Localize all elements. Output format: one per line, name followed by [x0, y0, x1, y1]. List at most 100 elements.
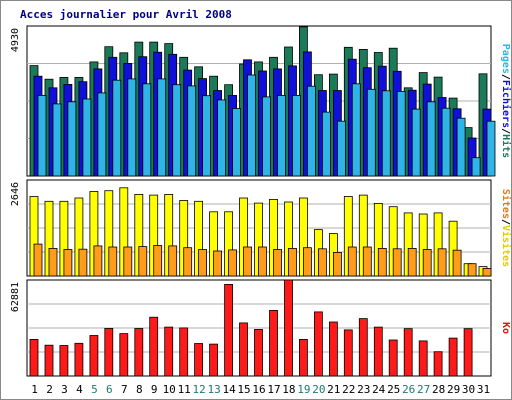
bar-pages-day-24: [381, 90, 391, 177]
bar-sites-day-28: [437, 248, 447, 277]
bar-ko-day-20: [313, 311, 323, 377]
legend-part-pages: Pages: [500, 44, 511, 74]
day-label-23: 23: [357, 383, 370, 396]
bar-sites-day-20: [317, 248, 327, 277]
bar-sites-day-26: [407, 247, 417, 277]
panel-3-ymax-label: 62881: [10, 282, 21, 312]
bar-sites-day-5: [93, 245, 103, 277]
panel-2-ymax-label: 2646: [10, 182, 21, 206]
bar-pages-day-28: [441, 107, 451, 177]
bar-sites-day-18: [288, 247, 297, 277]
bar-pages-day-5: [97, 92, 107, 177]
legend-part-slash: /: [500, 128, 511, 134]
day-label-5: 5: [91, 383, 98, 396]
bar-pages-day-23: [366, 88, 376, 177]
bar-sites-day-11: [183, 247, 193, 277]
bar-sites-day-27: [422, 249, 432, 277]
day-label-28: 28: [432, 383, 445, 396]
bar-pages-day-18: [292, 95, 301, 177]
legend-part-hits: Hits: [500, 134, 512, 158]
day-label-7: 7: [121, 383, 128, 396]
bar-ko-day-10: [164, 326, 174, 377]
bar-ko-day-23: [358, 318, 368, 377]
bar-sites-day-15: [243, 246, 252, 277]
bar-ko-day-25: [388, 339, 398, 377]
bar-sites-day-25: [392, 248, 402, 277]
bar-ko-day-8: [134, 328, 144, 377]
bar-pages-day-9: [157, 78, 167, 177]
bar-pages-day-7: [127, 78, 137, 177]
day-label-22: 22: [342, 383, 355, 396]
bar-sites-day-1: [33, 243, 43, 277]
bar-ko-day-22: [343, 329, 353, 377]
bar-sites-day-22: [347, 246, 357, 277]
bar-pages-day-10: [172, 84, 182, 177]
bar-sites-day-4: [78, 248, 88, 277]
day-label-3: 3: [61, 383, 68, 396]
bar-ko-day-2: [44, 344, 54, 377]
bar-pages-day-19: [306, 85, 316, 177]
day-label-21: 21: [327, 383, 340, 396]
day-label-15: 15: [237, 383, 250, 396]
bar-pages-day-26: [411, 108, 421, 177]
bar-ko-day-26: [403, 328, 413, 377]
bar-pages-day-8: [142, 83, 152, 177]
bar-sites-day-9: [153, 245, 163, 277]
day-label-9: 9: [151, 383, 158, 396]
bar-sites-day-3: [63, 249, 73, 277]
day-label-8: 8: [136, 383, 143, 396]
bar-sites-day-30: [467, 263, 477, 277]
panel-1-ymax-label: 4930: [10, 28, 21, 52]
bar-ko-day-24: [373, 326, 383, 377]
chart-title: Acces journalier pour Avril 2008: [20, 8, 232, 21]
day-label-20: 20: [312, 383, 325, 396]
day-label-16: 16: [252, 383, 265, 396]
bar-pages-day-16: [262, 96, 271, 177]
day-label-19: 19: [297, 383, 310, 396]
bar-ko-day-5: [89, 335, 99, 377]
legend-part-ko: Ko: [500, 322, 511, 334]
bar-pages-day-6: [112, 79, 122, 177]
bar-sites-day-13: [213, 250, 223, 277]
bar-sites-day-21: [332, 251, 342, 277]
bar-sites-day-2: [48, 247, 58, 277]
legend-part-visites: Visites: [500, 225, 512, 267]
bar-ko-day-3: [59, 345, 69, 377]
bar-ko-day-28: [433, 351, 443, 377]
bar-pages-day-14: [232, 108, 242, 177]
bar-sites-day-6: [108, 246, 118, 277]
day-label-6: 6: [106, 383, 113, 396]
day-label-27: 27: [417, 383, 430, 396]
legend-part-slash: /: [500, 74, 511, 80]
bar-ko-day-9: [149, 316, 159, 377]
bar-ko-day-21: [328, 321, 338, 377]
bar-sites-day-16: [258, 246, 267, 277]
bar-ko-day-12: [194, 343, 204, 377]
day-label-12: 12: [192, 383, 205, 396]
panel-3-legend: Ko: [500, 322, 511, 334]
bar-pages-day-15: [247, 74, 256, 177]
day-label-14: 14: [222, 383, 236, 396]
bar-pages-day-22: [351, 83, 361, 177]
bar-pages-day-4: [82, 98, 92, 177]
bar-ko-day-11: [179, 327, 189, 377]
bar-sites-day-23: [362, 246, 372, 277]
bar-sites-day-17: [273, 249, 282, 277]
bar-pages-day-17: [277, 95, 286, 177]
panel-2-legend: Sites/Visites: [500, 189, 512, 267]
day-label-4: 4: [76, 383, 83, 396]
bar-pages-day-3: [67, 101, 77, 177]
bar-ko-day-4: [74, 342, 84, 377]
bar-pages-day-12: [202, 95, 212, 177]
bar-sites-day-19: [302, 247, 312, 277]
legend-part-slash: /: [500, 219, 511, 225]
panel-1-legend: Pages/Fichiers/Hits: [500, 44, 512, 158]
day-label-11: 11: [178, 383, 191, 396]
day-label-10: 10: [163, 383, 176, 396]
bar-ko-day-13: [209, 343, 219, 377]
bar-pages-day-25: [396, 91, 406, 177]
bar-ko-day-19: [298, 338, 308, 377]
bar-pages-day-30: [471, 157, 481, 177]
